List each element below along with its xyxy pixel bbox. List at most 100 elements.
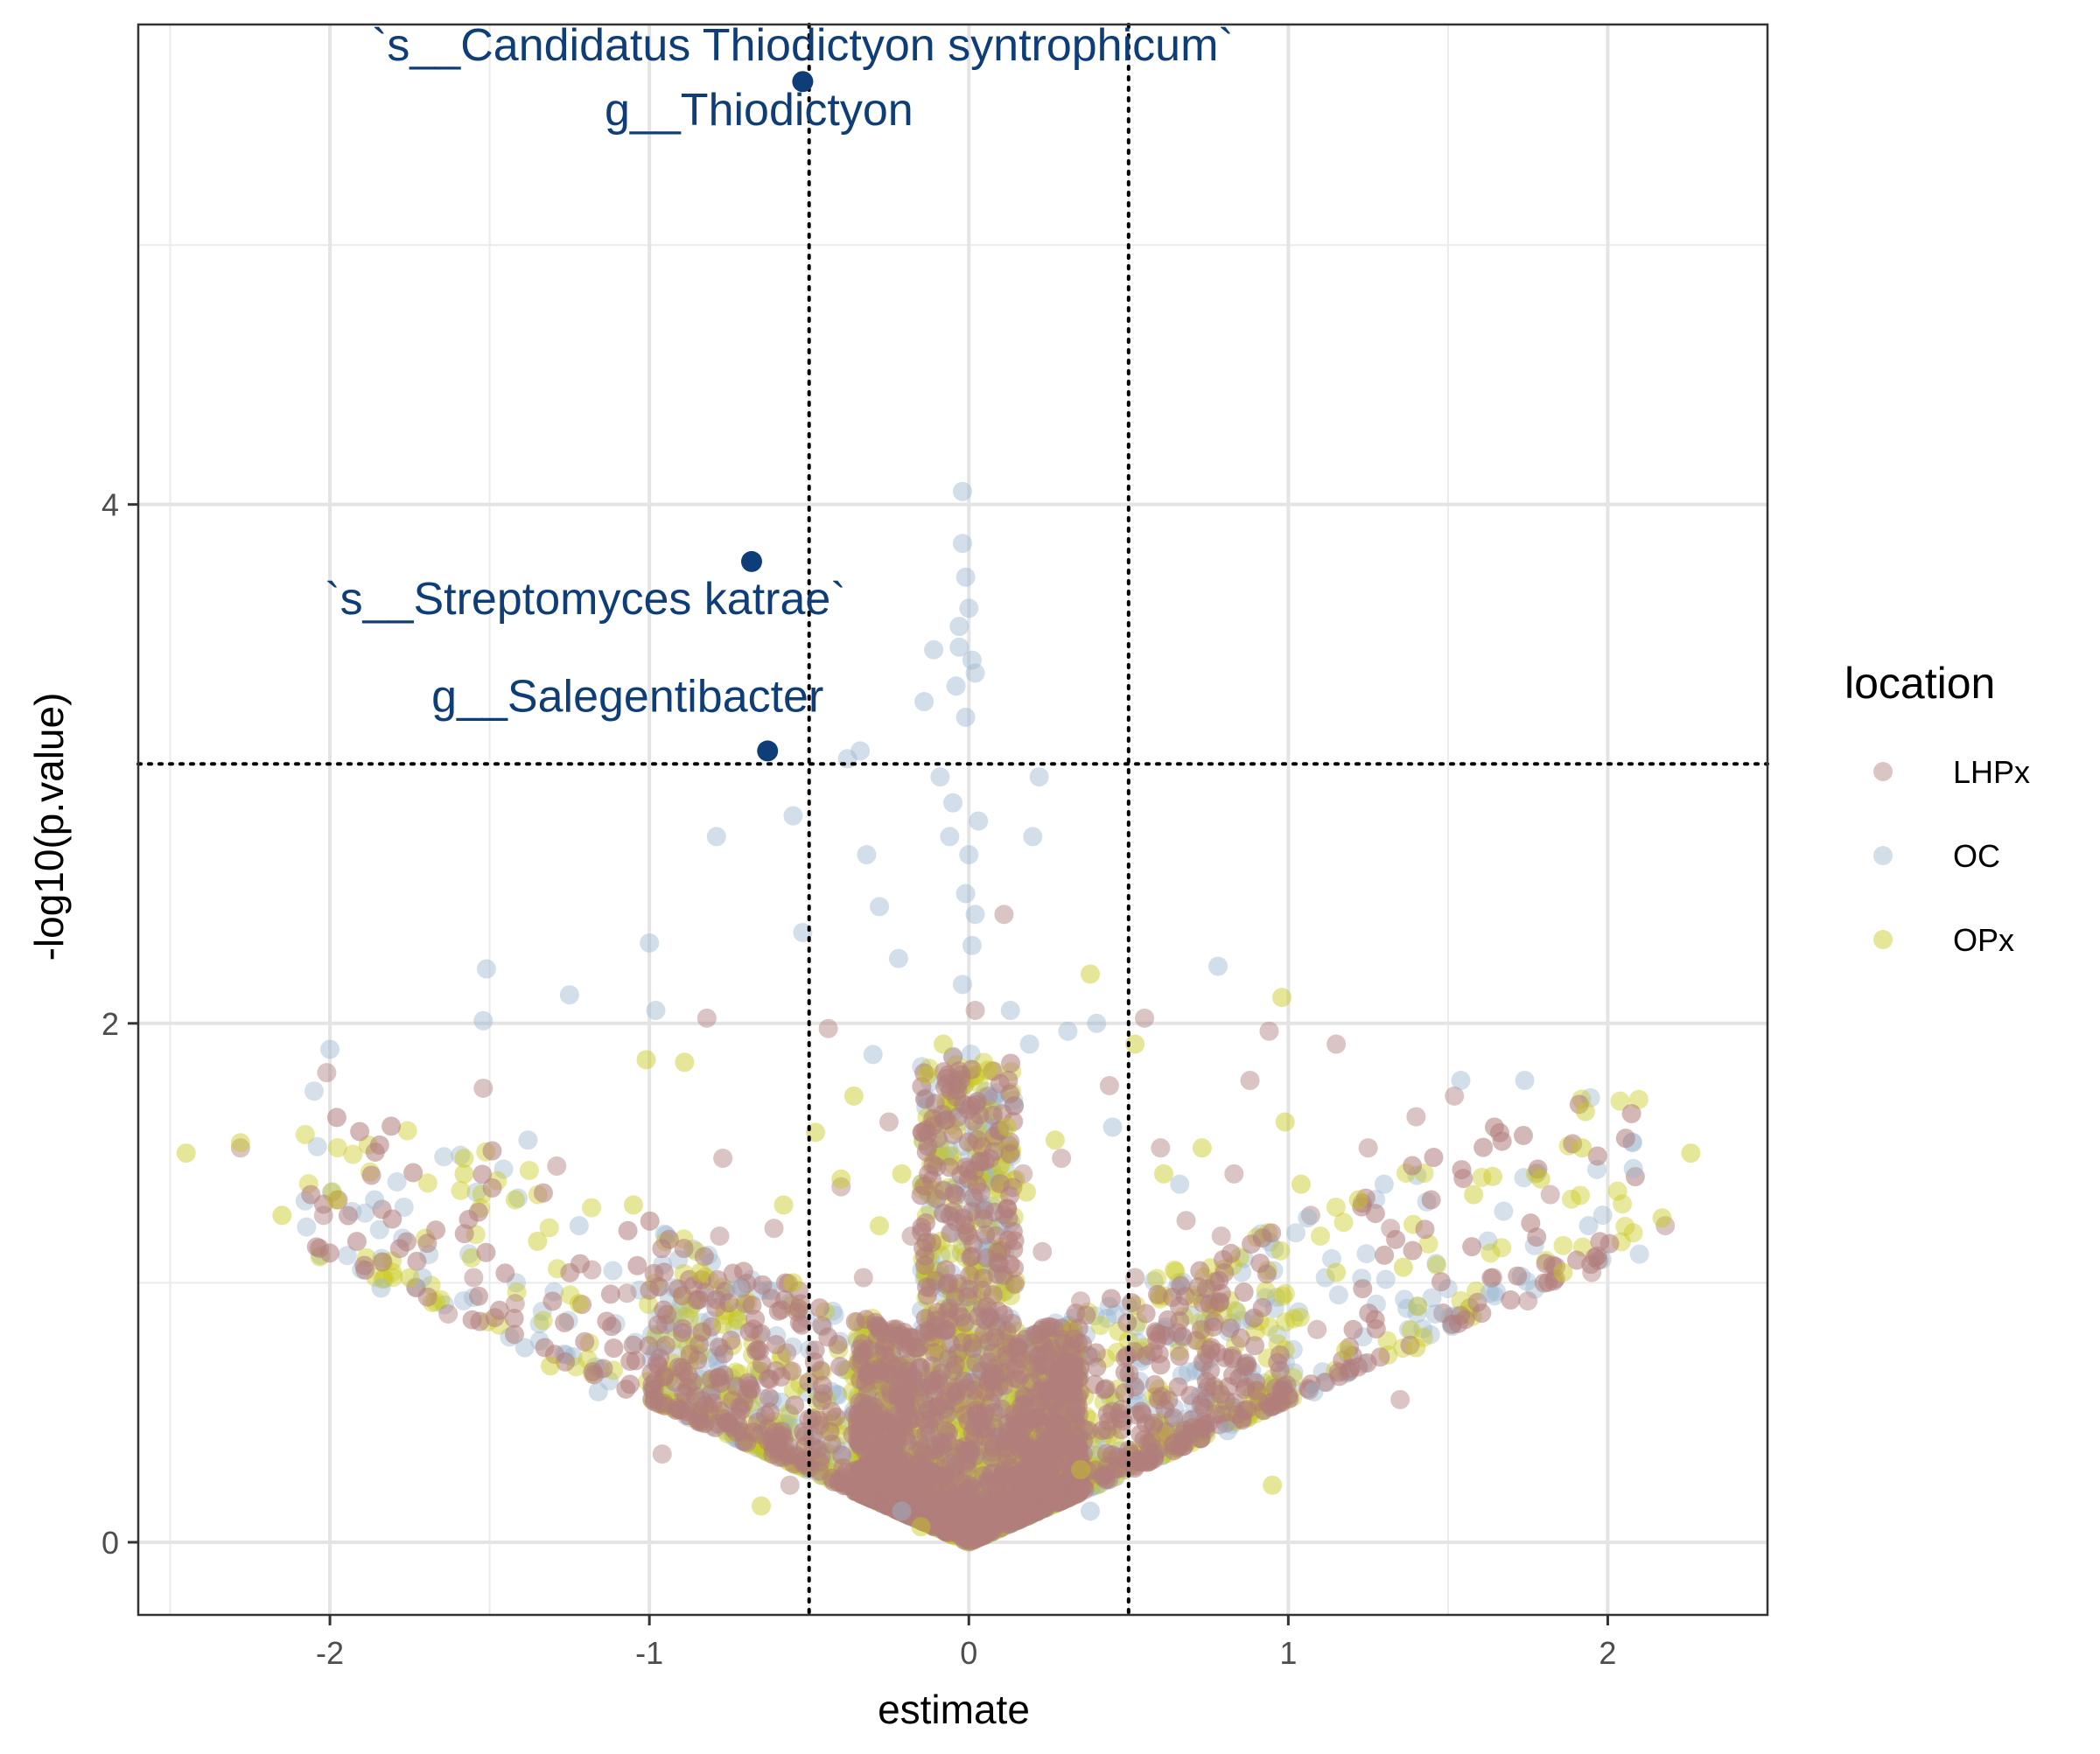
background-point xyxy=(983,1061,1003,1081)
data-point-oc xyxy=(965,905,985,925)
background-point xyxy=(984,1202,1004,1222)
data-point-lhpx xyxy=(1071,1291,1091,1311)
background-point xyxy=(983,1488,1003,1508)
background-point xyxy=(708,1269,728,1289)
background-point xyxy=(350,1122,370,1142)
background-point xyxy=(626,1351,646,1371)
data-point-oc xyxy=(1217,1421,1237,1441)
background-point xyxy=(824,1305,844,1325)
data-point-opx xyxy=(1348,1190,1368,1210)
background-point xyxy=(640,1280,660,1300)
annotations: `s__Candidatus Thiodictyon syntrophicum`… xyxy=(325,20,1233,722)
background-point xyxy=(880,1365,900,1385)
data-point-oc xyxy=(569,1216,589,1236)
axis-ticks: -2 -1 0 1 2 0 2 4 xyxy=(102,487,1616,1671)
background-point xyxy=(494,1159,514,1179)
background-point xyxy=(1592,1205,1613,1226)
background-point xyxy=(1098,1470,1118,1490)
background-point xyxy=(582,1198,602,1218)
plot-panel-border xyxy=(136,23,1769,1617)
background-point xyxy=(668,1357,689,1377)
data-point-lhpx xyxy=(1052,1149,1072,1169)
background-point xyxy=(1193,1352,1213,1373)
data-point-opx xyxy=(783,1273,803,1293)
background-point xyxy=(963,1233,984,1254)
data-point-lhpx xyxy=(1483,1268,1503,1288)
background-point xyxy=(1310,1226,1330,1247)
background-point xyxy=(828,1385,848,1405)
data-point-oc xyxy=(914,692,934,712)
background-point xyxy=(767,1437,788,1457)
background-point xyxy=(1232,1262,1252,1282)
background-point xyxy=(1625,1167,1645,1187)
data-point-opx xyxy=(1153,1164,1173,1184)
background-point xyxy=(655,1336,676,1356)
background-point xyxy=(369,1219,389,1240)
data-point-opx xyxy=(1125,1034,1145,1054)
background-point xyxy=(674,1239,694,1259)
background-point xyxy=(934,1062,954,1082)
data-point-oc xyxy=(956,707,976,727)
data-point-lhpx xyxy=(878,1112,899,1132)
background-point xyxy=(832,1445,852,1465)
background-point xyxy=(998,1070,1018,1090)
highlighted-point xyxy=(740,550,762,572)
data-point-lhpx xyxy=(464,1268,484,1288)
background-point xyxy=(928,1369,948,1389)
background-point xyxy=(533,1183,553,1203)
background-point xyxy=(306,1237,326,1257)
background-point xyxy=(338,1205,358,1226)
background-point xyxy=(434,1295,454,1315)
background-point xyxy=(1214,1262,1235,1282)
data-point-lhpx xyxy=(818,1018,838,1038)
background-point xyxy=(903,1368,923,1388)
data-point-lhpx xyxy=(547,1156,567,1176)
background-point xyxy=(602,1317,622,1337)
background-point xyxy=(1209,1293,1229,1313)
background-point xyxy=(1418,1233,1438,1254)
background-point xyxy=(1214,1347,1235,1367)
background-point xyxy=(690,1404,710,1424)
data-point-opx xyxy=(978,1060,998,1080)
background-point xyxy=(966,1094,986,1115)
data-point-opx xyxy=(1393,1257,1413,1277)
background-point xyxy=(394,1197,414,1217)
background-point xyxy=(739,1375,760,1395)
panel-border xyxy=(136,23,1769,1617)
background-point xyxy=(373,1269,393,1289)
background-point xyxy=(854,1457,874,1478)
background-point xyxy=(1136,1303,1156,1324)
background-point xyxy=(1340,1361,1360,1381)
background-point xyxy=(935,1319,956,1339)
data-point-lhpx xyxy=(1582,1262,1602,1282)
data-point-opx xyxy=(400,1268,420,1288)
background-point xyxy=(1571,1185,1591,1205)
data-point-lhpx xyxy=(710,1226,730,1247)
data-point-opx xyxy=(540,1356,560,1376)
background-point xyxy=(1321,1248,1341,1268)
background-point xyxy=(882,1496,902,1516)
data-point-opx xyxy=(272,1205,292,1226)
background-point xyxy=(1003,1177,1023,1198)
background-point xyxy=(639,1294,659,1314)
background-point xyxy=(1235,1380,1255,1400)
background-point xyxy=(482,1141,502,1161)
background-point xyxy=(297,1217,317,1237)
background-point xyxy=(945,1463,965,1483)
background-point xyxy=(572,1295,592,1315)
background-point xyxy=(908,1429,928,1449)
data-point-oc xyxy=(959,845,979,865)
data-point-oc xyxy=(1087,1013,1107,1033)
background-point xyxy=(1365,1204,1385,1224)
background-point xyxy=(1021,1373,1041,1393)
background-point xyxy=(472,1164,493,1184)
background-point xyxy=(451,1180,471,1200)
data-point-opx xyxy=(1464,1184,1484,1205)
background-point xyxy=(943,1046,963,1066)
point-label: g__Salegentibacter xyxy=(431,671,823,722)
data-point-lhpx xyxy=(652,1444,672,1464)
x-tick-label: -1 xyxy=(635,1635,663,1671)
data-point-opx xyxy=(505,1190,525,1210)
background-point xyxy=(1415,1219,1435,1240)
